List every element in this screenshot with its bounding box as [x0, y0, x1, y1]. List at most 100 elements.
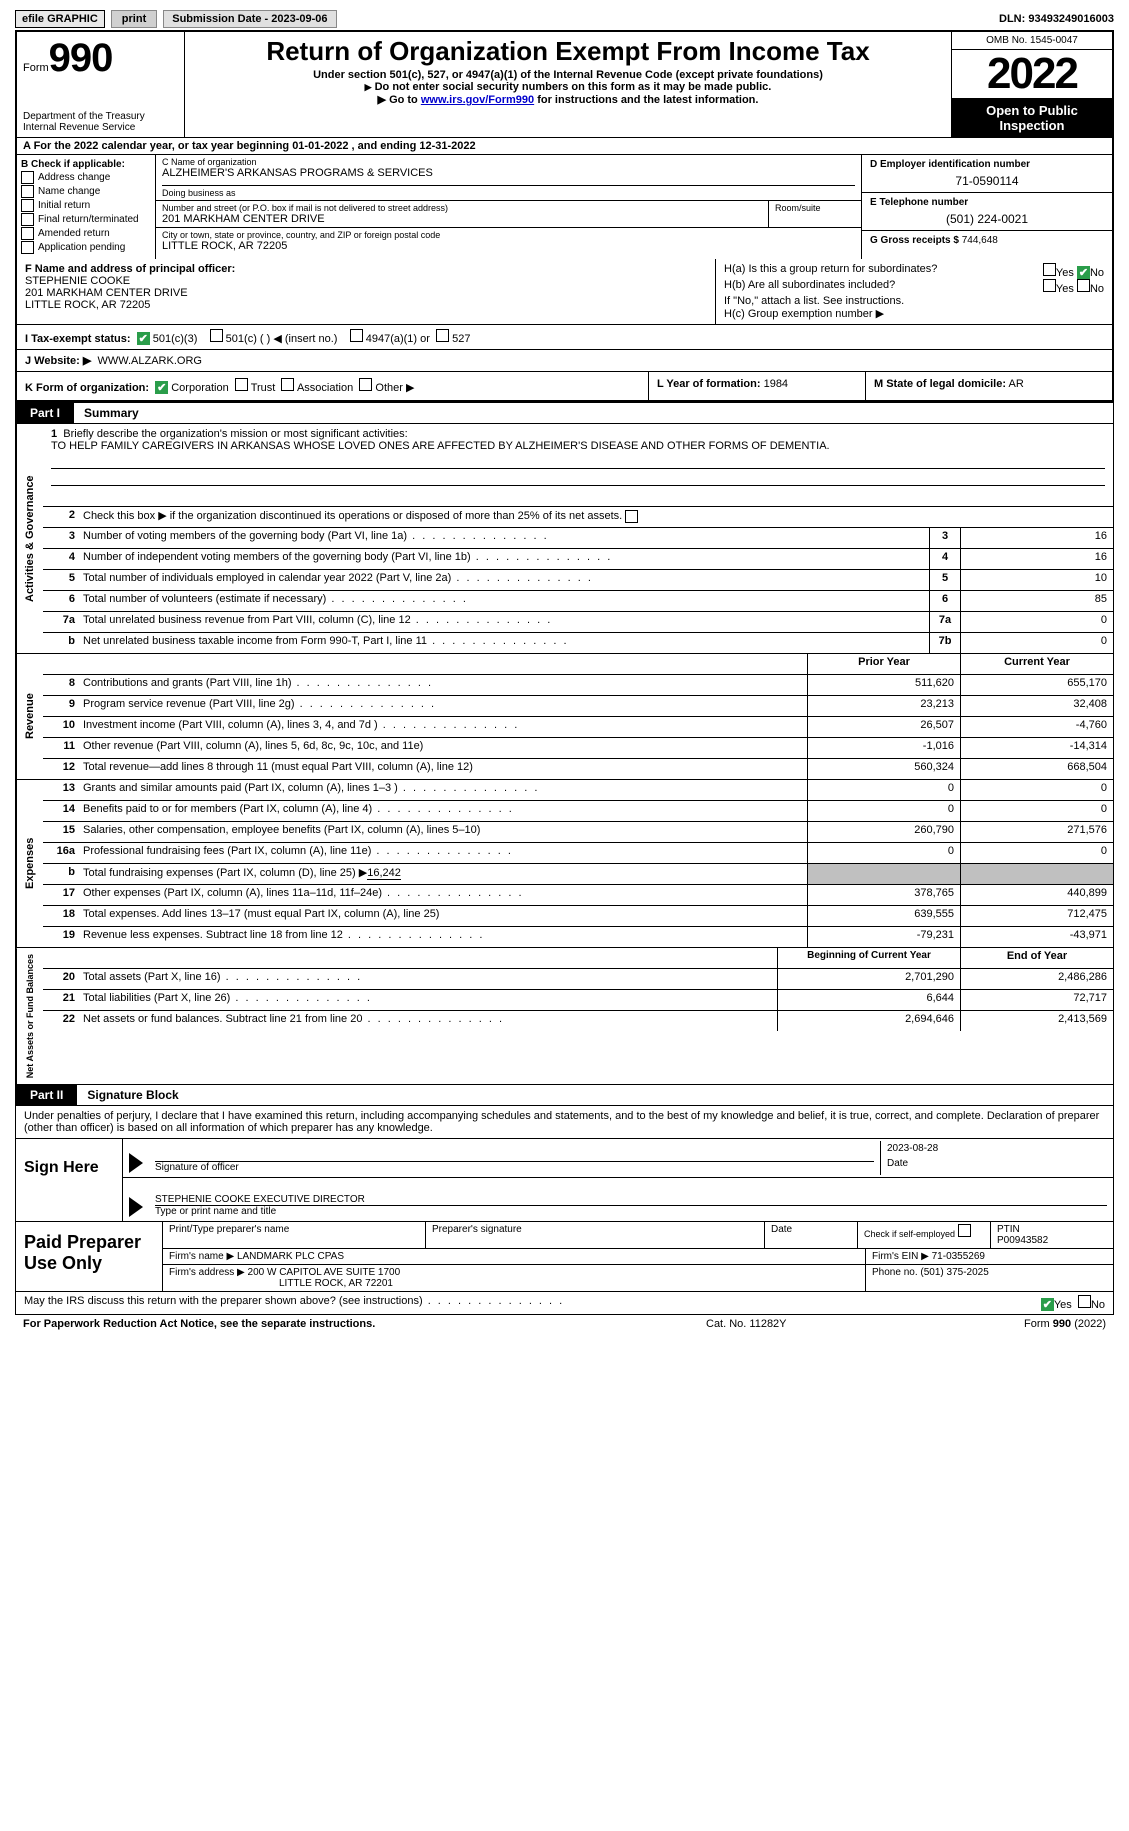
- i-4947[interactable]: [350, 329, 363, 342]
- sign-here-label: Sign Here: [16, 1139, 123, 1221]
- header-left: Form990 Department of the Treasury Inter…: [17, 32, 185, 137]
- sig-name-val: STEPHENIE COOKE EXECUTIVE DIRECTOR: [155, 1194, 1107, 1205]
- chk-address-change[interactable]: [21, 171, 34, 184]
- l17-text: Other expenses (Part IX, column (A), lin…: [79, 885, 807, 905]
- print-button[interactable]: print: [111, 10, 157, 28]
- i-501c3: 501(c)(3): [153, 333, 198, 345]
- chk-app-pending[interactable]: [21, 241, 34, 254]
- ha-yes[interactable]: [1043, 263, 1056, 276]
- l14-text: Benefits paid to or for members (Part IX…: [79, 801, 807, 821]
- hb-no[interactable]: [1077, 279, 1090, 292]
- self-emp-chk[interactable]: [958, 1224, 971, 1237]
- i-501c-lbl: 501(c) ( ) ◀ (insert no.): [226, 333, 338, 345]
- l12-text: Total revenue—add lines 8 through 11 (mu…: [79, 759, 807, 779]
- l8-cy: 655,170: [960, 675, 1113, 695]
- j-label: J Website: ▶: [25, 355, 91, 367]
- l13-cy: 0: [960, 780, 1113, 800]
- chk-name-change[interactable]: [21, 185, 34, 198]
- form-header: Form990 Department of the Treasury Inter…: [15, 30, 1114, 137]
- goto-post: for instructions and the latest informat…: [534, 94, 758, 106]
- i-501c[interactable]: [210, 329, 223, 342]
- chk-amended[interactable]: [21, 227, 34, 240]
- form-title: Return of Organization Exempt From Incom…: [193, 36, 943, 67]
- l21-py: 6,644: [777, 990, 960, 1010]
- form-word: Form: [23, 62, 49, 74]
- sig-name-cell: STEPHENIE COOKE EXECUTIVE DIRECTOR Type …: [149, 1180, 1113, 1219]
- l1-label: Briefly describe the organization's miss…: [63, 428, 407, 440]
- chk-final-return[interactable]: [21, 213, 34, 226]
- prep-name-lbl: Print/Type preparer's name: [163, 1222, 426, 1248]
- l7a-box: 7a: [929, 612, 960, 632]
- prep-ptin: PTINP00943582: [991, 1222, 1113, 1248]
- top-bar: efile GRAPHIC print Submission Date - 20…: [15, 10, 1114, 28]
- l2-text: Check this box ▶ if the organization dis…: [79, 507, 1113, 527]
- f-addr: 201 MARKHAM CENTER DRIVE: [25, 287, 188, 299]
- hdr-bcy: Beginning of Current Year: [777, 948, 960, 968]
- l15-cy: 271,576: [960, 822, 1113, 842]
- l20-py: 2,701,290: [777, 969, 960, 989]
- hb-no-lbl: No: [1090, 283, 1104, 295]
- note-ssn: Do not enter social security numbers on …: [193, 81, 943, 93]
- l18-cy: 712,475: [960, 906, 1113, 926]
- ha-no-lbl: No: [1090, 267, 1104, 279]
- l10-cy: -4,760: [960, 717, 1113, 737]
- hb-note: If "No," attach a list. See instructions…: [724, 295, 1104, 307]
- l10-py: 26,507: [807, 717, 960, 737]
- discuss-no[interactable]: [1078, 1295, 1091, 1308]
- prep-date-lbl: Date: [765, 1222, 858, 1248]
- hc-text: H(c) Group exemption number ▶: [724, 307, 1104, 320]
- phone-value: (501) 224-0021: [870, 212, 1104, 226]
- ptin-val: P00943582: [997, 1235, 1048, 1246]
- ha-no-checked[interactable]: ✔: [1077, 266, 1090, 279]
- irs-link[interactable]: www.irs.gov/Form990: [421, 94, 534, 106]
- hb-yes[interactable]: [1043, 279, 1056, 292]
- chk-initial-return[interactable]: [21, 199, 34, 212]
- arrow-icon-2: [129, 1197, 143, 1217]
- lbl-address-change: Address change: [38, 172, 110, 183]
- discuss-yes-checked[interactable]: ✔: [1041, 1298, 1054, 1311]
- self-emp-lbl: Check if self-employed: [864, 1229, 955, 1239]
- l2-chk[interactable]: [625, 510, 638, 523]
- discuss-yes-lbl: Yes: [1054, 1299, 1072, 1311]
- city-value: LITTLE ROCK, AR 72205: [162, 240, 855, 252]
- l7a-val: 0: [960, 612, 1113, 632]
- sign-block: Sign Here Signature of officer 2023-08-2…: [15, 1138, 1114, 1222]
- part-2-header: Part II Signature Block: [15, 1085, 1114, 1106]
- gross-value: 744,648: [962, 235, 998, 246]
- l11-py: -1,016: [807, 738, 960, 758]
- l3-val: 16: [960, 528, 1113, 548]
- submission-date: Submission Date - 2023-09-06: [163, 10, 336, 28]
- hdr-current-year: Current Year: [960, 654, 1113, 674]
- firm-ein-cell: Firm's EIN ▶ 71-0355269: [866, 1249, 1113, 1264]
- l22-cy: 2,413,569: [960, 1011, 1113, 1031]
- tax-year: 2022: [952, 50, 1112, 99]
- sig-date-val: 2023-08-28: [887, 1143, 938, 1154]
- lbl-initial-return: Initial return: [38, 200, 90, 211]
- lbl-name-change: Name change: [38, 186, 100, 197]
- summary-na: Net Assets or Fund Balances Beginning of…: [15, 948, 1114, 1085]
- l-year-formation: L Year of formation: 1984: [649, 372, 866, 400]
- i-527[interactable]: [436, 329, 449, 342]
- block-bcd: B Check if applicable: Address change Na…: [17, 155, 1112, 259]
- l9-py: 23,213: [807, 696, 960, 716]
- k-other[interactable]: [359, 378, 372, 391]
- ptin-lbl: PTIN: [997, 1224, 1020, 1235]
- l15-py: 260,790: [807, 822, 960, 842]
- k-corp: Corporation: [171, 382, 228, 394]
- lbl-app-pending: Application pending: [38, 242, 125, 253]
- firm-phone-cell: Phone no. (501) 375-2025: [866, 1265, 1113, 1291]
- j-website: WWW.ALZARK.ORG: [97, 355, 202, 367]
- k-trust[interactable]: [235, 378, 248, 391]
- l5-text: Total number of individuals employed in …: [79, 570, 929, 590]
- l-val: 1984: [764, 378, 788, 390]
- l4-text: Number of independent voting members of …: [79, 549, 929, 569]
- prep-sig-lbl: Preparer's signature: [426, 1222, 765, 1248]
- k-assoc[interactable]: [281, 378, 294, 391]
- i-527-lbl: 527: [452, 333, 470, 345]
- vtab-exp: Expenses: [16, 780, 43, 947]
- sig-name-lbl: Type or print name and title: [155, 1205, 1107, 1217]
- k-corp-checked[interactable]: ✔: [155, 381, 168, 394]
- page-footer: For Paperwork Reduction Act Notice, see …: [15, 1315, 1114, 1333]
- omb-number: OMB No. 1545-0047: [952, 32, 1112, 50]
- i-501c3-checked[interactable]: ✔: [137, 332, 150, 345]
